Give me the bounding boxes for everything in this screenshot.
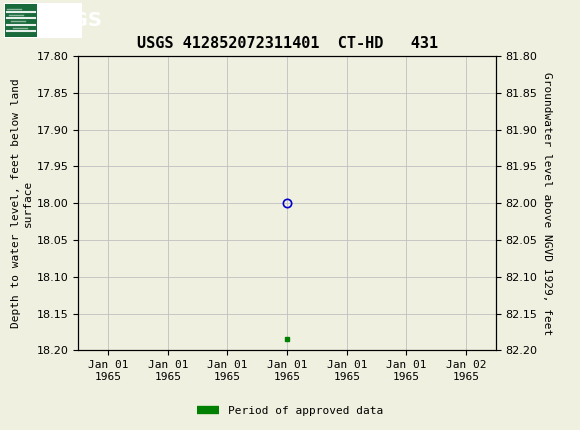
Y-axis label: Groundwater level above NGVD 1929, feet: Groundwater level above NGVD 1929, feet [542, 71, 552, 335]
Text: USGS: USGS [42, 11, 102, 30]
FancyBboxPatch shape [4, 3, 82, 38]
Y-axis label: Depth to water level, feet below land
surface: Depth to water level, feet below land su… [11, 78, 32, 328]
Legend: Period of approved data: Period of approved data [193, 401, 387, 420]
Title: USGS 412852072311401  CT-HD   431: USGS 412852072311401 CT-HD 431 [136, 36, 438, 51]
FancyBboxPatch shape [5, 4, 37, 37]
